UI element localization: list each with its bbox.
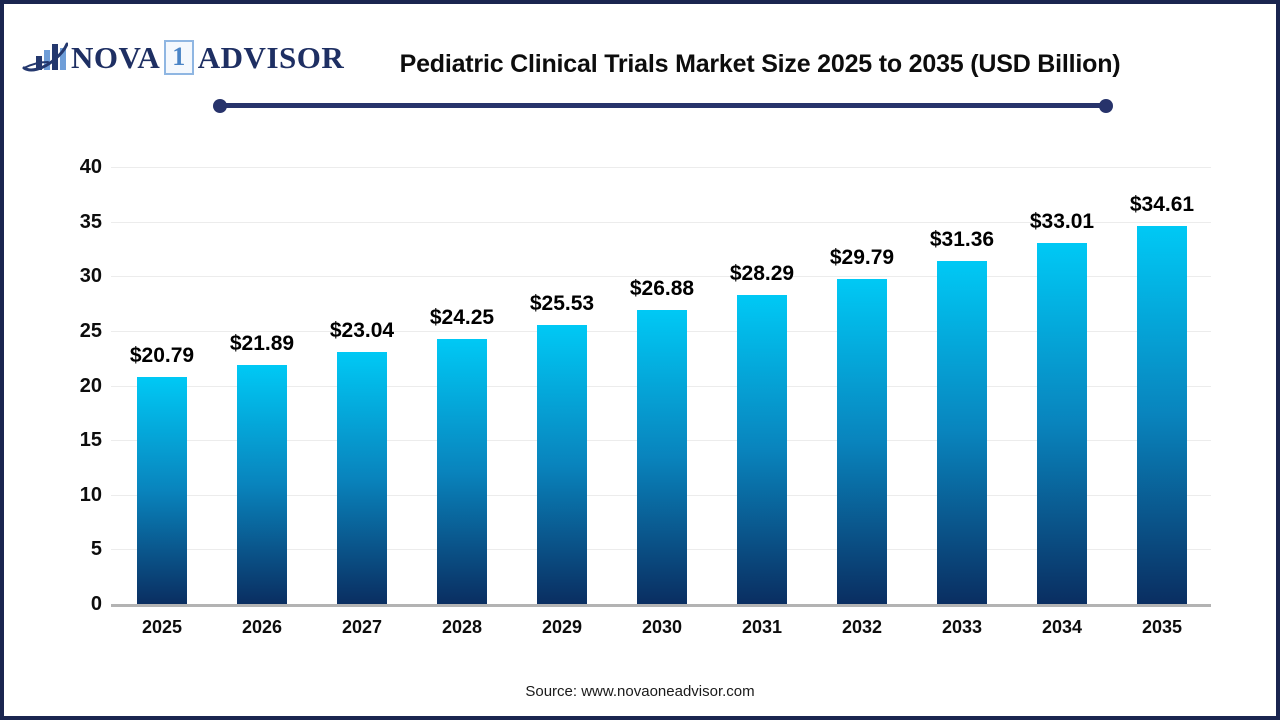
bar-value-label: $31.36 — [929, 228, 995, 252]
gridline — [111, 221, 1211, 223]
bar-value-label: $21.89 — [229, 331, 295, 355]
bar-2027 — [337, 352, 387, 604]
x-tick-label: 2026 — [241, 617, 283, 637]
y-tick-label: 25 — [79, 319, 102, 342]
logo-text: NOVA 1 ADVISOR — [71, 39, 345, 75]
bar-2030 — [637, 310, 687, 604]
bar-2032 — [837, 278, 887, 604]
bar-2033 — [937, 261, 987, 604]
x-tick-label: 2025 — [141, 617, 183, 637]
gridline — [111, 276, 1211, 278]
y-tick-label: 5 — [90, 538, 102, 561]
bar-2028 — [437, 339, 487, 604]
x-tick-label: 2031 — [741, 617, 783, 637]
x-tick-label: 2027 — [341, 617, 383, 637]
logo: NOVA 1 ADVISOR — [22, 38, 344, 76]
bar-value-label: $20.79 — [129, 343, 195, 367]
bar-value-label: $25.53 — [529, 292, 595, 316]
x-tick-label: 2029 — [541, 617, 583, 637]
y-tick-label: 35 — [79, 210, 102, 233]
x-tick-label: 2033 — [941, 617, 983, 637]
x-tick-label: 2034 — [1041, 617, 1083, 637]
bar-chart-swoosh-icon — [22, 38, 71, 76]
title-underline — [213, 98, 1113, 113]
y-tick-label: 20 — [79, 374, 102, 397]
y-tick-label: 15 — [79, 429, 102, 452]
y-tick-label: 10 — [79, 483, 102, 506]
x-tick-label: 2032 — [841, 617, 883, 637]
logo-word-advisor: ADVISOR — [197, 39, 345, 75]
x-tick-label: 2035 — [1141, 617, 1183, 637]
bar-value-label: $24.25 — [429, 306, 495, 330]
bar-value-label: $26.88 — [629, 277, 695, 301]
bar-2031 — [737, 294, 787, 604]
source-text: Source: www.novaoneadvisor.com — [525, 683, 755, 700]
underline-left-dot-icon — [213, 98, 227, 113]
bar-value-label: $28.29 — [729, 261, 795, 285]
y-tick-label: 40 — [79, 156, 102, 178]
bar-2029 — [537, 325, 587, 604]
logo-word-nova: NOVA — [71, 39, 161, 75]
y-tick-label: 0 — [90, 593, 102, 615]
plot-area: $20.79 $21.89 $23.04 $24.25 $25.53 $26.88 $28.… — [111, 167, 1211, 607]
chart-title: Pediatric Clinical Trials Market Size 20… — [399, 50, 1121, 78]
gridline — [111, 167, 1211, 168]
x-tick-label: 2030 — [641, 617, 683, 637]
y-tick-label: 30 — [79, 265, 102, 288]
bar-2034 — [1037, 243, 1087, 604]
underline-right-dot-icon — [1099, 98, 1113, 113]
x-axis: 2025 2026 2027 2028 2029 2030 2031 2032 2033 2034… — [111, 617, 1211, 647]
bar-value-label: $34.61 — [1129, 192, 1195, 216]
logo-one-badge: 1 — [164, 39, 194, 75]
bar-value-label: $33.01 — [1029, 210, 1095, 234]
bar-value-label: $29.79 — [829, 245, 895, 269]
y-axis: 0 5 10 15 20 25 30 35 40 — [44, 156, 102, 615]
bar-2035 — [1137, 225, 1187, 604]
bar-2026 — [237, 364, 287, 604]
x-tick-label: 2028 — [441, 617, 483, 637]
bar-value-label: $23.04 — [329, 319, 395, 343]
bar-2025 — [137, 376, 187, 604]
